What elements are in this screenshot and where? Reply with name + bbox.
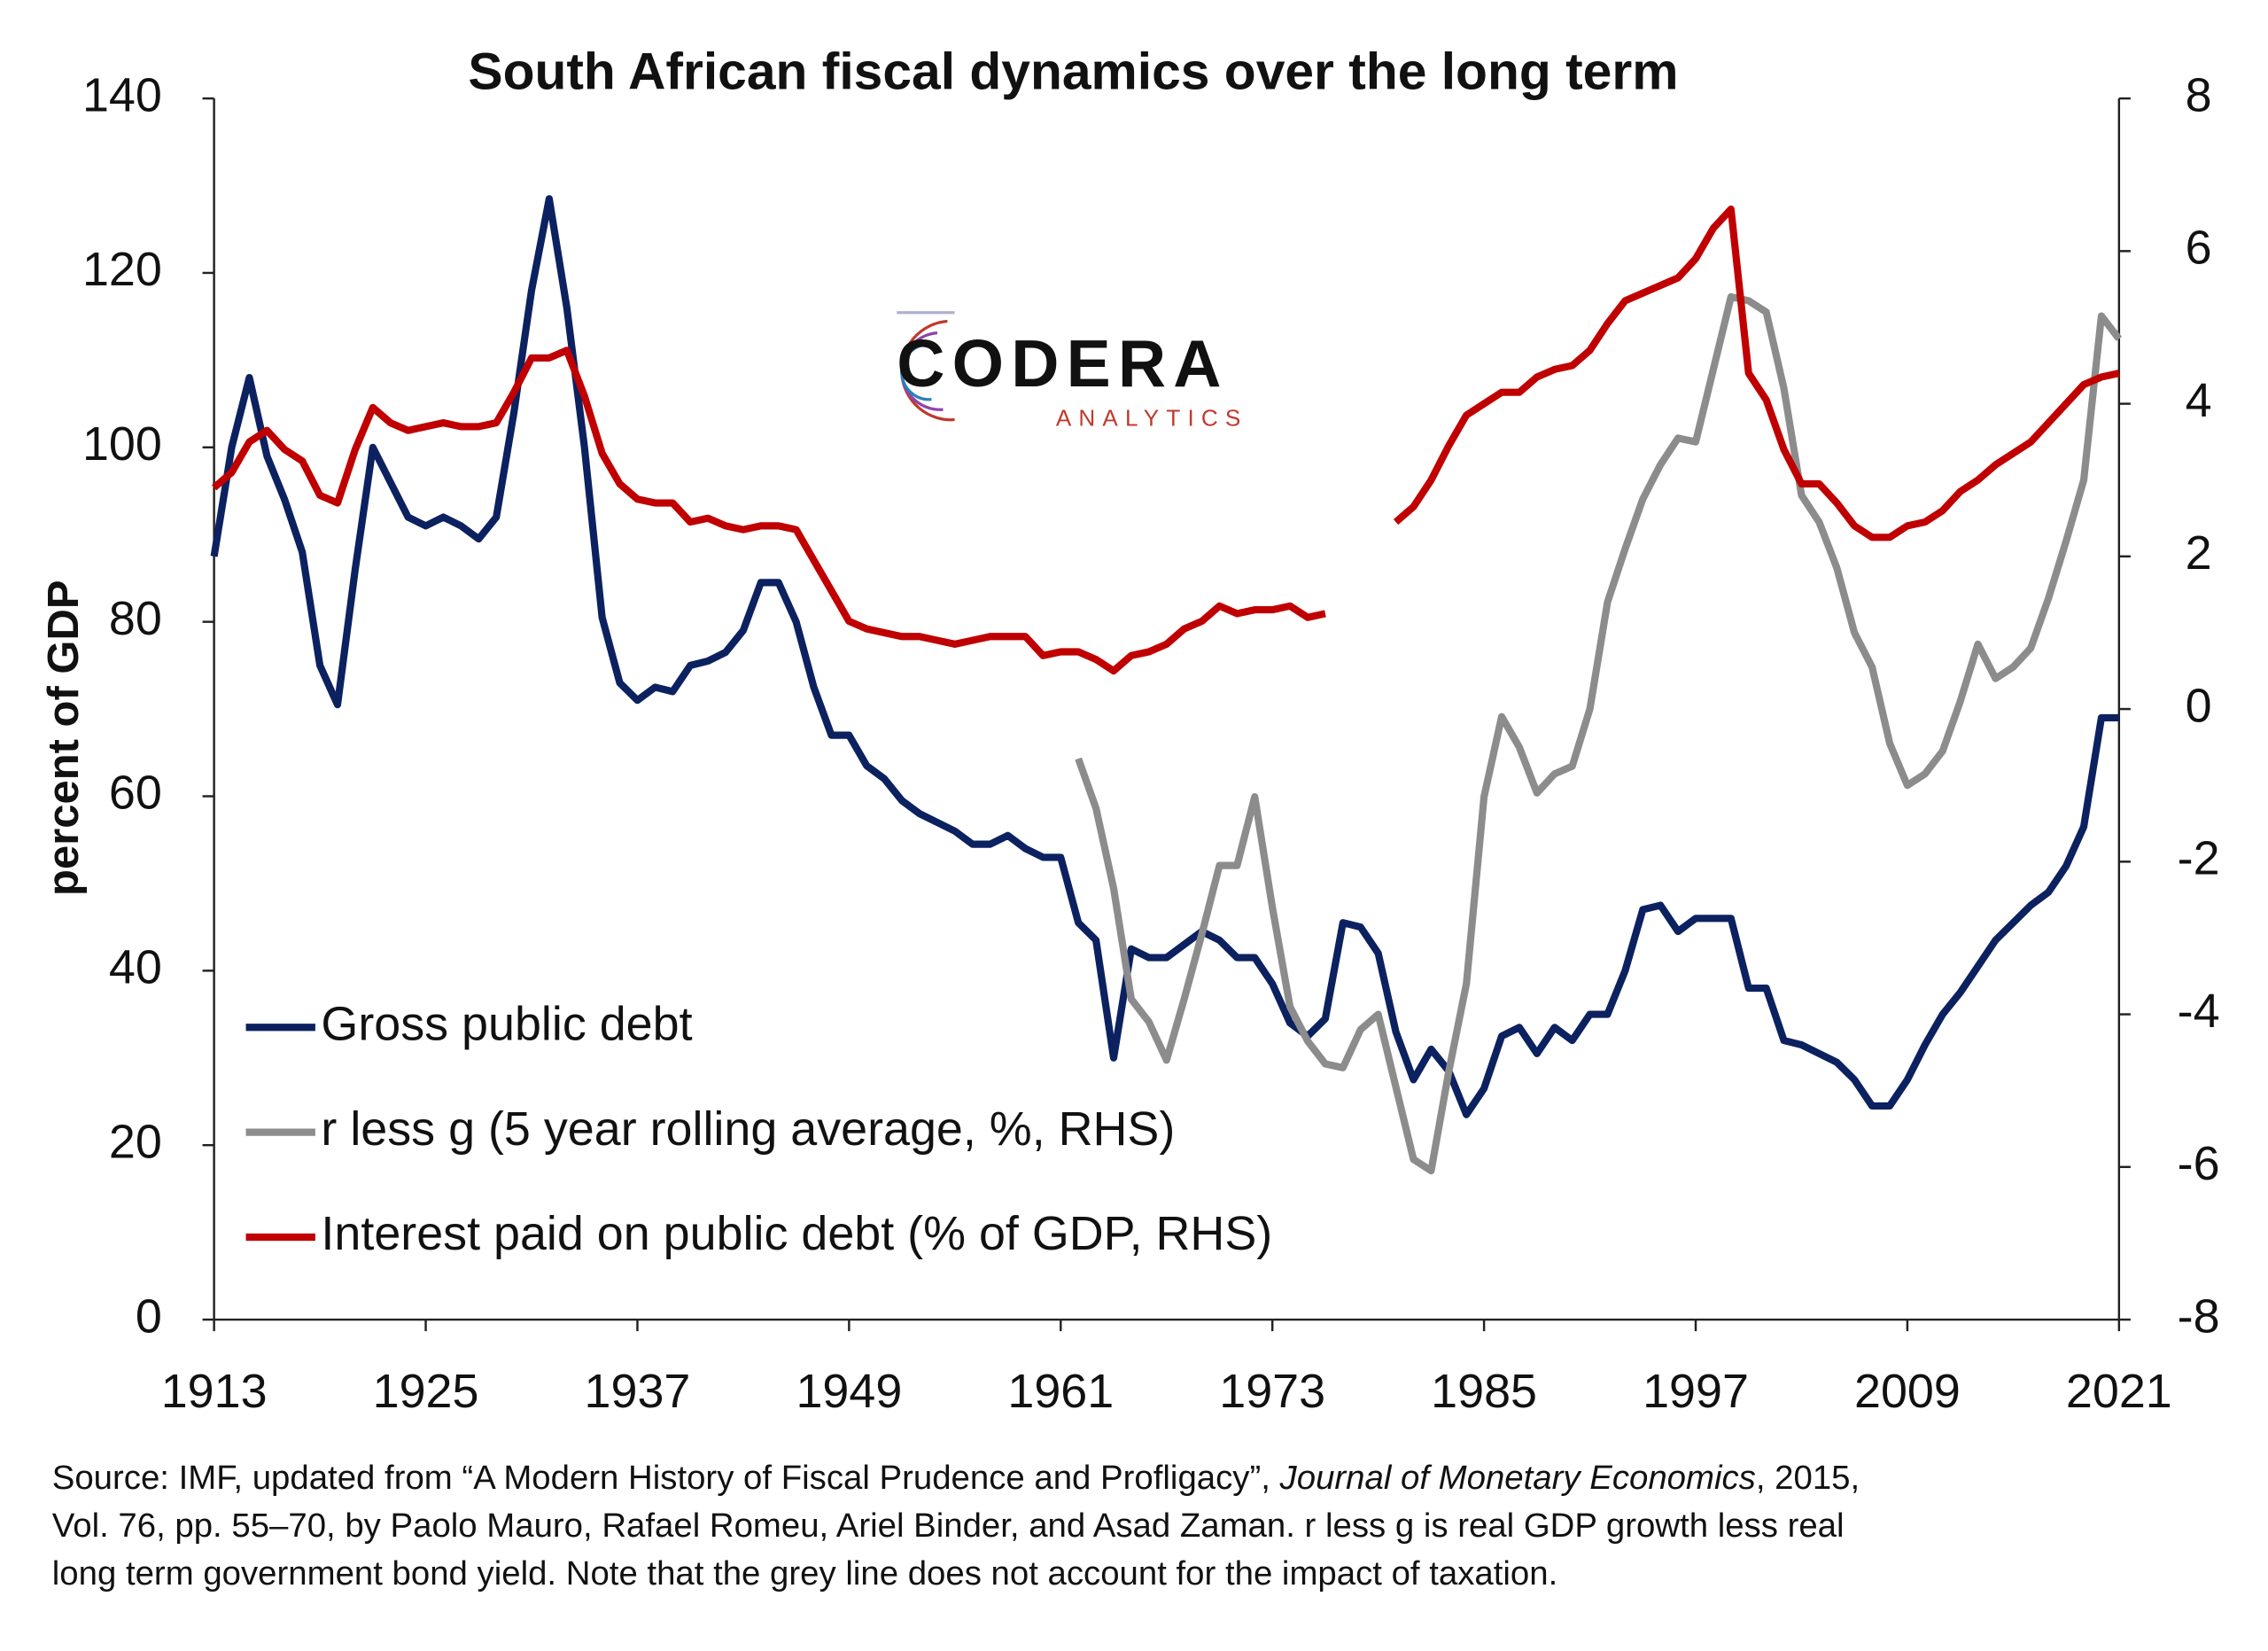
- x-tick-label: 1937: [585, 1365, 691, 1418]
- x-tick-label: 1925: [373, 1365, 479, 1418]
- note-text: , 2015,: [1756, 1459, 1860, 1497]
- y2-tick-label: 8: [2186, 68, 2212, 121]
- x-tick-label: 1913: [161, 1365, 268, 1418]
- x-tick-label: 2021: [2066, 1365, 2172, 1418]
- y-axis-label: percent of GDP: [40, 580, 88, 896]
- y-tick-label: 80: [109, 592, 162, 645]
- y-tick-label: 20: [109, 1115, 162, 1168]
- y-tick-label: 120: [82, 243, 162, 296]
- source-note: Source: IMF, updated from “A Modern Hist…: [52, 1459, 1860, 1497]
- x-tick-label: 1973: [1219, 1365, 1325, 1418]
- legend-label: Gross public debt: [321, 997, 692, 1050]
- y2-tick-label: -8: [2178, 1289, 2220, 1343]
- series-line: [210, 195, 2119, 1118]
- chart-title: South African fiscal dynamics over the l…: [468, 43, 1678, 101]
- x-tick-label: 2009: [1854, 1365, 1961, 1418]
- y2-tick-label: -4: [2178, 985, 2220, 1038]
- source-note: Vol. 76, pp. 55–70, by Paolo Mauro, Rafa…: [52, 1507, 1845, 1545]
- x-tick-label: 1961: [1007, 1365, 1114, 1418]
- y2-tick-label: 4: [2186, 374, 2212, 427]
- y-tick-label: 60: [109, 767, 162, 820]
- y-tick-label: 0: [136, 1289, 162, 1343]
- logo-icon: [897, 311, 955, 422]
- x-tick-label: 1949: [796, 1365, 902, 1418]
- series-line: [211, 205, 2120, 675]
- y2-tick-label: -2: [2178, 832, 2220, 885]
- note-italic: Journal of Monetary Economics: [1279, 1459, 1756, 1497]
- logo-name: CODERA: [897, 326, 1228, 401]
- x-tick-label: 1985: [1431, 1365, 1537, 1418]
- source-note: long term government bond yield. Note th…: [52, 1554, 1557, 1593]
- y-tick-label: 140: [82, 68, 162, 121]
- legend-label: Interest paid on public debt (% of GDP, …: [321, 1207, 1272, 1260]
- y2-tick-label: 0: [2186, 679, 2212, 732]
- y2-tick-label: 6: [2186, 222, 2212, 275]
- y-tick-label: 40: [109, 941, 162, 994]
- note-text: Source: IMF, updated from “A Modern Hist…: [52, 1459, 1280, 1497]
- series-line: [1075, 292, 2123, 1175]
- logo: CODERA ANALYTICS: [897, 311, 1248, 431]
- y-tick-label: 100: [82, 417, 162, 471]
- y2-tick-label: -6: [2178, 1137, 2220, 1190]
- y2-tick-label: 2: [2186, 526, 2212, 580]
- x-tick-label: 1997: [1643, 1365, 1749, 1418]
- legend-label: r less g (5 year rolling average, %, RHS…: [321, 1102, 1175, 1156]
- logo-sub: ANALYTICS: [1056, 404, 1248, 431]
